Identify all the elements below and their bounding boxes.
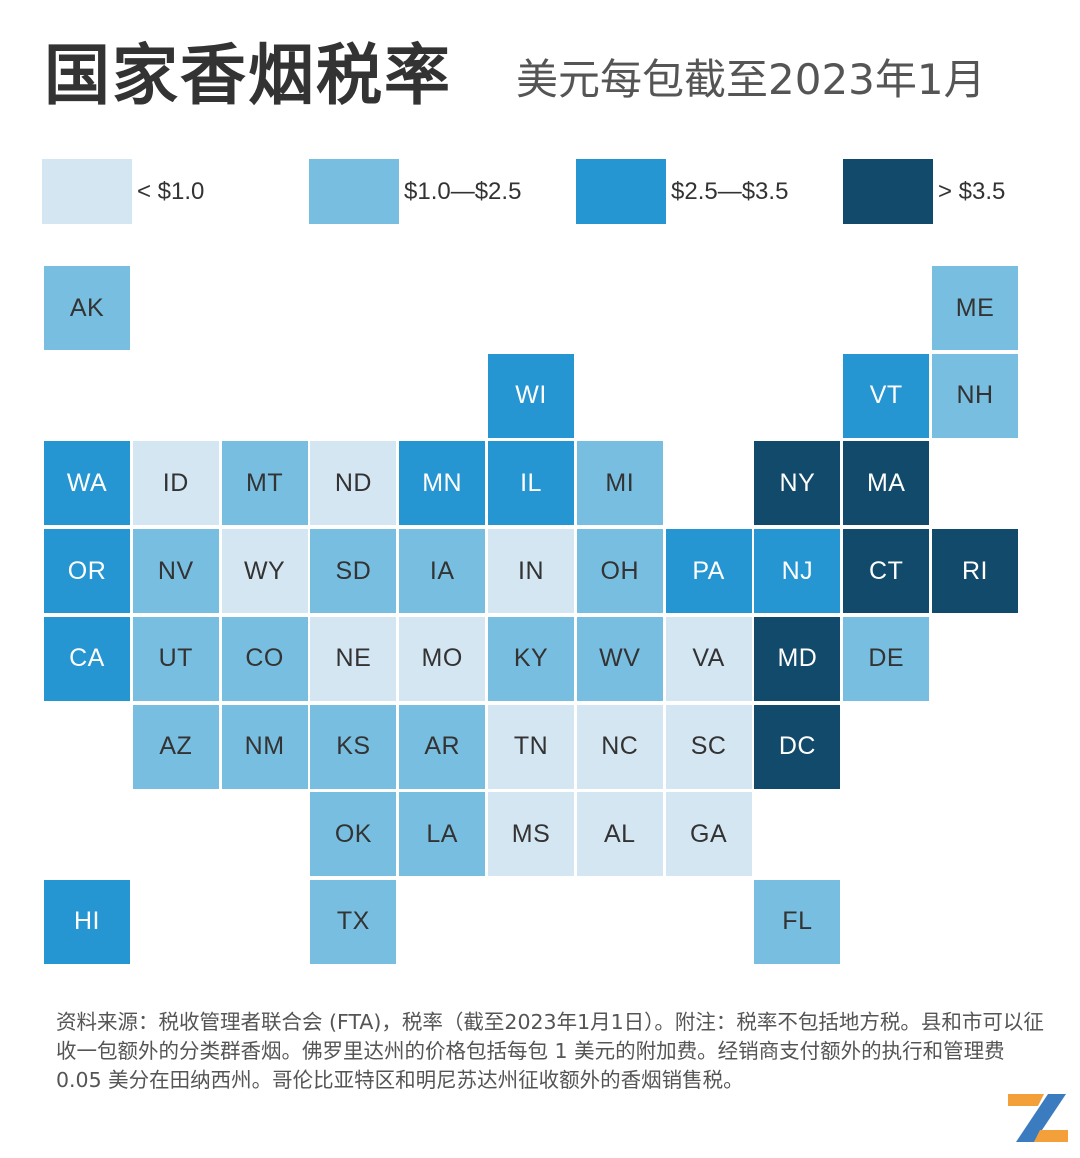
state-tile-sd: SD <box>310 529 397 614</box>
legend-swatch-1-to-2-5 <box>309 159 399 224</box>
state-tile-hi: HI <box>44 879 130 964</box>
state-tile-la: LA <box>399 792 486 877</box>
logo-orange-top <box>1008 1094 1044 1106</box>
state-tile-ne: NE <box>310 616 397 701</box>
legend-label-over-3-5: > $3.5 <box>938 178 1006 205</box>
state-tile-nv: NV <box>132 529 219 614</box>
state-tile-ny: NY <box>754 441 841 526</box>
state-tile-dc: DC <box>754 704 841 789</box>
state-tile-nc: NC <box>576 704 663 789</box>
legend-label-2-5-to-3-5: $2.5—$3.5 <box>671 178 789 205</box>
legend-swatch-over-3-5 <box>843 159 933 224</box>
state-tile-pa: PA <box>665 529 752 614</box>
state-tile-ak: AK <box>44 266 130 350</box>
logo-blue-diagonal <box>1016 1094 1066 1142</box>
legend-label-1-to-2-5: $1.0—$2.5 <box>404 178 522 205</box>
state-tile-wv: WV <box>576 616 663 701</box>
state-tile-tx: TX <box>310 879 397 964</box>
state-tile-ks: KS <box>310 704 397 789</box>
state-tile-il: IL <box>488 441 574 526</box>
state-tile-me: ME <box>932 266 1018 350</box>
state-tile-mt: MT <box>221 441 308 526</box>
state-tile-ms: MS <box>488 792 574 877</box>
state-tile-wi: WI <box>488 353 574 438</box>
page-title: 国家香烟税率 <box>44 37 452 114</box>
state-tile-ma: MA <box>843 441 930 526</box>
legend-label-under-1: < $1.0 <box>137 178 205 205</box>
state-tile-az: AZ <box>132 704 219 789</box>
state-tile-ca: CA <box>44 616 130 701</box>
state-tile-de: DE <box>843 616 930 701</box>
state-tile-fl: FL <box>754 879 841 964</box>
state-tile-ia: IA <box>399 529 486 614</box>
z-logo-icon <box>1008 1094 1068 1142</box>
state-tile-mi: MI <box>576 441 663 526</box>
state-tile-or: OR <box>44 529 130 614</box>
state-tile-wa: WA <box>44 441 130 526</box>
legend-swatch-under-1 <box>42 159 132 224</box>
state-tile-vt: VT <box>843 353 930 438</box>
state-tile-sc: SC <box>665 704 752 789</box>
state-tile-co: CO <box>221 616 308 701</box>
state-tile-nm: NM <box>221 704 308 789</box>
page-subtitle: 美元每包截至2023年1月 <box>516 55 986 104</box>
logo-orange-bottom <box>1034 1130 1068 1142</box>
state-tile-wy: WY <box>221 529 308 614</box>
state-tile-nj: NJ <box>754 529 841 614</box>
state-tile-md: MD <box>754 616 841 701</box>
state-tile-ga: GA <box>665 792 752 877</box>
state-tile-oh: OH <box>576 529 663 614</box>
state-tile-nh: NH <box>932 353 1018 438</box>
state-tile-mn: MN <box>399 441 486 526</box>
state-tile-ar: AR <box>399 704 486 789</box>
state-tile-ok: OK <box>310 792 397 877</box>
state-tile-va: VA <box>665 616 752 701</box>
state-tile-ut: UT <box>132 616 219 701</box>
legend-swatch-2-5-to-3-5 <box>576 159 666 224</box>
state-tile-ri: RI <box>932 529 1018 614</box>
state-tile-al: AL <box>576 792 663 877</box>
state-tile-ky: KY <box>488 616 574 701</box>
state-tile-in: IN <box>488 529 574 614</box>
state-tile-tn: TN <box>488 704 574 789</box>
state-tile-nd: ND <box>310 441 397 526</box>
state-tile-mo: MO <box>399 616 486 701</box>
state-tile-id: ID <box>132 441 219 526</box>
state-tile-ct: CT <box>843 529 930 614</box>
source-footnote: 资料来源：税收管理者联合会 (FTA)，税率（截至2023年1月1日）。附注：税… <box>56 1010 1044 1092</box>
